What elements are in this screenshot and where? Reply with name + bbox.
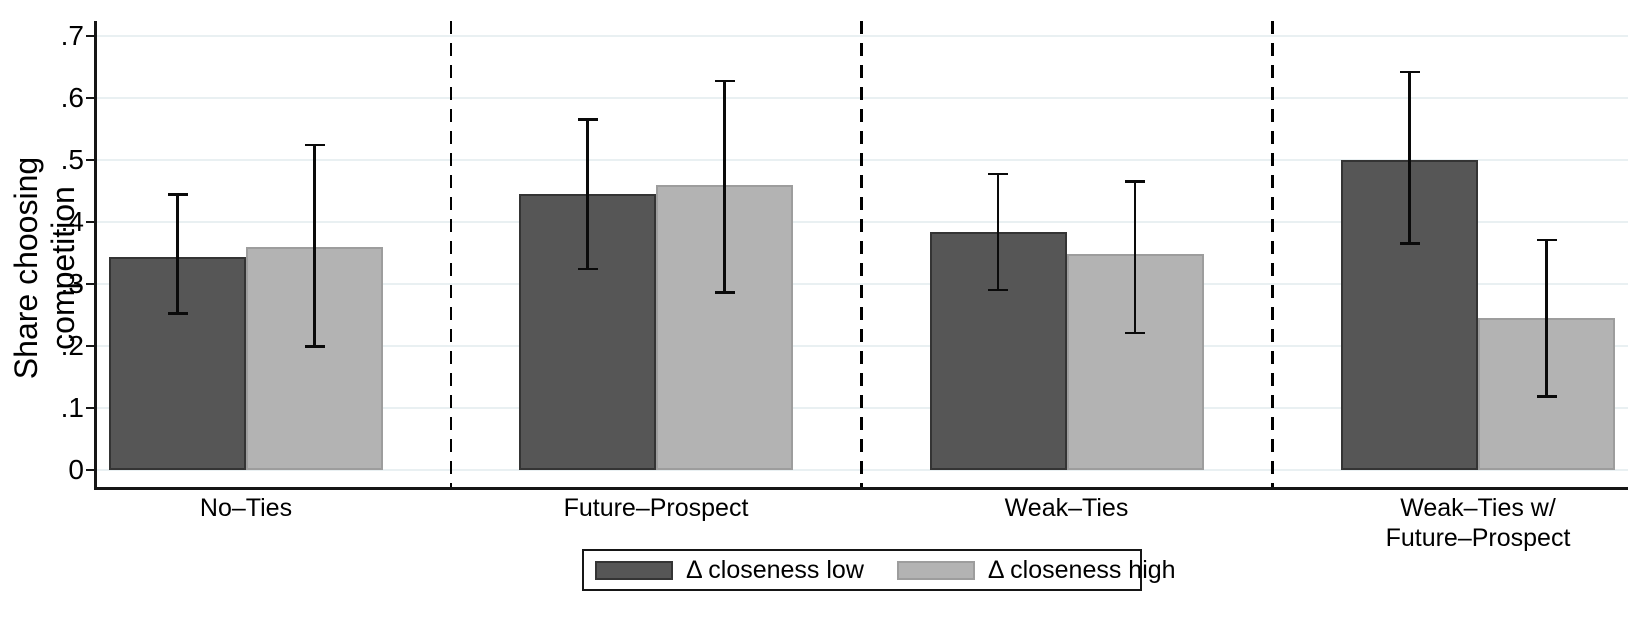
error-bar-cap-bottom (577, 267, 598, 270)
y-axis-tick (86, 283, 96, 285)
y-axis-tick (86, 469, 96, 471)
error-bar-cap-top (988, 172, 1008, 176)
y-axis-tick-label: .4 (60, 206, 84, 237)
error-bar-line (1408, 71, 1411, 244)
group-separator (1271, 21, 1274, 487)
x-axis-label: Weak–Ties (1004, 494, 1129, 522)
error-bar-cap-bottom (714, 291, 735, 294)
y-axis-tick (86, 345, 96, 347)
error-bar-cap-top (1125, 180, 1145, 183)
y-axis-tick-label: 0 (68, 454, 84, 485)
x-axis-label: Future–Prospect (563, 494, 749, 522)
error-bar-cap-bottom (167, 312, 188, 315)
legend-swatch-closeness-low (595, 560, 673, 580)
error-bar-cap-bottom (988, 288, 1008, 292)
error-bar-line (1545, 239, 1548, 397)
y-axis-tick (86, 221, 96, 223)
y-axis-tick-label: .5 (60, 144, 84, 175)
error-bar-line (313, 144, 316, 346)
error-bar-cap-top (167, 193, 188, 196)
error-bar-line (176, 194, 179, 314)
y-axis-tick (86, 159, 96, 161)
error-bar-cap-top (577, 118, 598, 121)
error-bar-line (586, 119, 589, 269)
legend: Δ closeness low Δ closeness high (582, 549, 1176, 591)
y-axis-tick (86, 97, 96, 99)
error-bar-cap-top (304, 143, 325, 146)
y-axis-tick (86, 35, 96, 37)
error-bar-cap-top (714, 79, 735, 83)
x-axis-label: No–Ties (199, 494, 293, 522)
error-bar-line (723, 80, 726, 293)
y-axis-tick (86, 407, 96, 409)
y-axis-tick-label: .2 (60, 330, 84, 361)
legend-label-closeness-low: Δ closeness low (686, 555, 864, 584)
y-axis-tick-label: .1 (60, 392, 84, 423)
y-axis-tick-label: .7 (60, 20, 84, 51)
error-bar-cap-top (1536, 238, 1557, 242)
x-axis-label: Weak–Ties w/ Future–Prospect (1385, 494, 1571, 552)
group-separator (449, 21, 453, 487)
y-axis-tick-label: .3 (60, 268, 84, 299)
y-axis-line (94, 21, 97, 489)
error-bar-line (1133, 181, 1137, 333)
error-bar-cap-bottom (1399, 242, 1420, 245)
legend-label-closeness-high: Δ closeness high (987, 555, 1176, 584)
error-bar-cap-bottom (1125, 331, 1145, 335)
error-bar-line (996, 173, 1000, 290)
error-bar-cap-bottom (304, 345, 325, 348)
error-bar-cap-top (1399, 70, 1420, 74)
legend-swatch-closeness-high (896, 560, 975, 580)
y-axis-tick-label: .6 (60, 82, 84, 113)
group-separator (860, 21, 863, 487)
error-bar-cap-bottom (1536, 395, 1557, 398)
x-axis-line (94, 487, 1628, 490)
